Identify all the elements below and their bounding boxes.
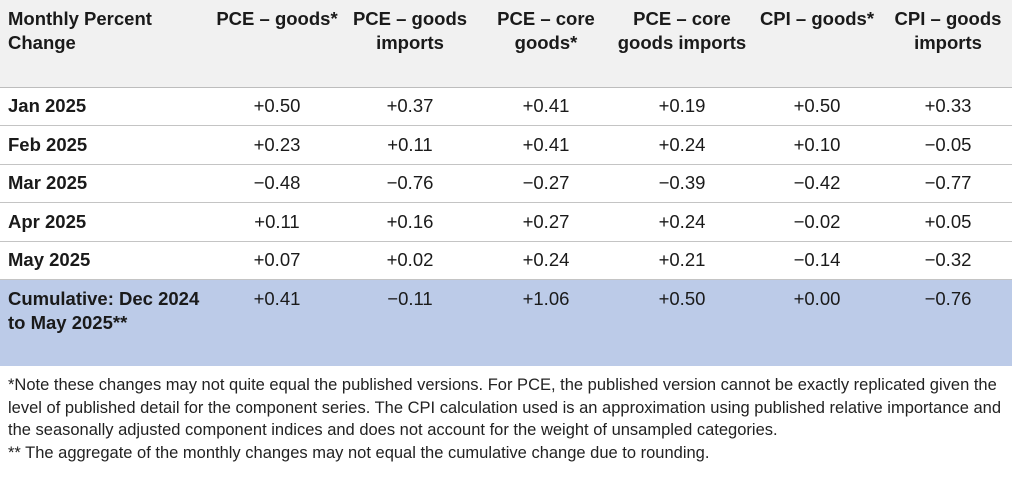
row-label: Jan 2025: [0, 87, 212, 126]
table-cell: +0.00: [793, 288, 841, 309]
row-label: Feb 2025: [0, 125, 212, 165]
column-header: PCE – goods*: [212, 0, 342, 88]
table-cell: +0.02: [342, 241, 478, 280]
footnotes: *Note these changes may not quite equal …: [8, 374, 1013, 464]
table-cell: +0.24: [478, 241, 614, 280]
table-cell: +0.50: [658, 288, 706, 309]
table-row: Apr 2025 +0.11 +0.16 +0.27 +0.24 −0.02 +…: [0, 202, 1012, 242]
table-cell: −0.76: [924, 288, 972, 309]
row-label: Apr 2025: [0, 202, 212, 242]
footnote-methodology: *Note these changes may not quite equal …: [8, 376, 1002, 439]
table-cell: −0.39: [614, 164, 750, 203]
table-cell: −0.48: [212, 164, 342, 203]
table-cell: +0.19: [614, 87, 750, 126]
table-cell: +0.24: [614, 125, 750, 165]
row-label: May 2025: [0, 241, 212, 280]
table-cell: +0.37: [342, 87, 478, 126]
table-cell: −0.02: [750, 202, 884, 242]
monthly-change-table: Monthly Percent Change PCE – goods* PCE …: [0, 0, 1012, 366]
table-cell: +0.50: [212, 87, 342, 126]
table-cell: +0.21: [614, 241, 750, 280]
table-row: May 2025 +0.07 +0.02 +0.24 +0.21 −0.14 −…: [0, 241, 1012, 280]
table-cell: +0.11: [342, 125, 478, 165]
table-cell: −0.05: [884, 125, 1012, 165]
table-cell: +0.50: [750, 87, 884, 126]
footnote-rounding: ** The aggregate of the monthly changes …: [8, 443, 710, 462]
table-cell: −0.11: [387, 288, 433, 309]
table-cell: −0.42: [750, 164, 884, 203]
table-cell: +0.07: [212, 241, 342, 280]
cumulative-row: Cumulative: Dec 2024 to May 2025** +0.41…: [0, 279, 1012, 366]
row-label: Mar 2025: [0, 164, 212, 203]
table-cell: −0.27: [478, 164, 614, 203]
table-cell: +0.05: [884, 202, 1012, 242]
table-header-row: Monthly Percent Change PCE – goods* PCE …: [0, 0, 1012, 88]
table-cell: −0.32: [884, 241, 1012, 280]
column-header: Monthly Percent Change: [0, 0, 212, 88]
column-header: CPI – goods imports: [884, 0, 1012, 88]
table-row: Jan 2025 +0.50 +0.37 +0.41 +0.19 +0.50 +…: [0, 87, 1012, 126]
table-cell: −0.14: [750, 241, 884, 280]
table-row: Feb 2025 +0.23 +0.11 +0.41 +0.24 +0.10 −…: [0, 125, 1012, 165]
table-cell: +0.41: [253, 288, 301, 309]
table-cell: +0.24: [614, 202, 750, 242]
table-cell: −0.77: [884, 164, 1012, 203]
row-label: Cumulative: Dec 2024 to May 2025**: [8, 288, 200, 333]
table-cell: +0.41: [478, 87, 614, 126]
table-cell: +0.11: [212, 202, 342, 242]
column-header: PCE – goods imports: [342, 0, 478, 88]
column-header: PCE – core goods imports: [614, 0, 750, 88]
table-row: Mar 2025 −0.48 −0.76 −0.27 −0.39 −0.42 −…: [0, 164, 1012, 203]
table-cell: +0.10: [750, 125, 884, 165]
table-cell: +0.16: [342, 202, 478, 242]
column-header: PCE – core goods*: [478, 0, 614, 88]
table-cell: −0.76: [342, 164, 478, 203]
table-cell: +0.33: [884, 87, 1012, 126]
column-header: CPI – goods*: [750, 0, 884, 88]
table-cell: +1.06: [522, 288, 570, 309]
table-cell: +0.41: [478, 125, 614, 165]
table-cell: +0.27: [478, 202, 614, 242]
table-cell: +0.23: [212, 125, 342, 165]
